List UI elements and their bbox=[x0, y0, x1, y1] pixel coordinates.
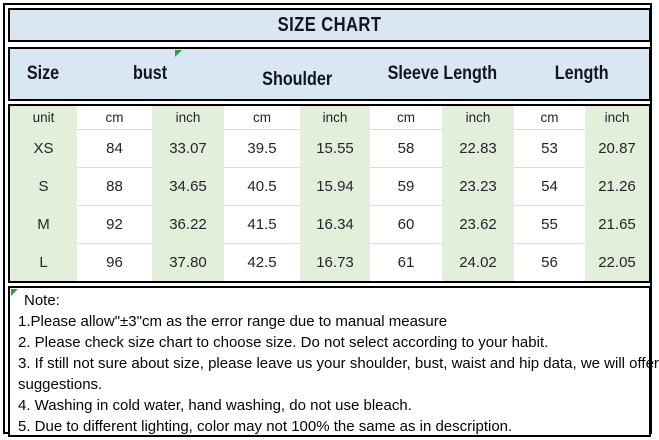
unit-cell: cm bbox=[514, 106, 585, 130]
value-cell: 39.5 bbox=[224, 129, 300, 168]
header-sleeve-length-label: Sleeve Length bbox=[387, 63, 497, 84]
value-cell: 15.94 bbox=[300, 167, 370, 206]
unit-row: unit cm inch cm inch cm inch cm inch bbox=[10, 106, 649, 130]
value-cell: 40.5 bbox=[224, 167, 300, 206]
value-cell: 84 bbox=[77, 129, 152, 168]
header-shoulder-label: Shoulder bbox=[262, 69, 332, 90]
measurements-table-box: unit cm inch cm inch cm inch cm inch XS … bbox=[8, 104, 651, 283]
header-bust-label: bust bbox=[133, 63, 168, 84]
note-line-2: 2. Please check size chart to choose siz… bbox=[18, 334, 549, 351]
header-length: Length bbox=[514, 63, 649, 85]
size-cell: XS bbox=[10, 129, 77, 168]
value-cell: 22.05 bbox=[585, 243, 649, 281]
value-cell: 58 bbox=[370, 129, 442, 168]
size-chart: SIZE CHART Size bust Shoulder Sleeve Len… bbox=[8, 8, 659, 437]
value-cell: 55 bbox=[514, 205, 585, 244]
unit-cell: cm bbox=[224, 106, 300, 130]
size-cell: S bbox=[10, 167, 77, 206]
value-cell: 60 bbox=[370, 205, 442, 244]
unit-cell: inch bbox=[300, 106, 370, 130]
measurements-table: unit cm inch cm inch cm inch cm inch XS … bbox=[10, 106, 649, 281]
cell-flag-icon bbox=[175, 50, 182, 57]
page-title: SIZE CHART bbox=[277, 13, 382, 36]
note-line-4: 4. Washing in cold water, hand washing, … bbox=[18, 397, 412, 414]
value-cell: 23.23 bbox=[442, 167, 514, 206]
unit-cell: inch bbox=[442, 106, 514, 130]
unit-cell: inch bbox=[585, 106, 649, 130]
header-length-label: Length bbox=[554, 63, 609, 84]
unit-cell: unit bbox=[10, 106, 77, 130]
size-cell: M bbox=[10, 205, 77, 244]
value-cell: 61 bbox=[370, 243, 442, 281]
value-cell: 23.62 bbox=[442, 205, 514, 244]
value-cell: 21.26 bbox=[585, 167, 649, 206]
value-cell: 96 bbox=[77, 243, 152, 281]
value-cell: 24.02 bbox=[442, 243, 514, 281]
value-cell: 16.73 bbox=[300, 243, 370, 281]
notes-label: Note: bbox=[24, 292, 60, 309]
header-shoulder: Shoulder bbox=[224, 69, 370, 91]
size-cell: L bbox=[10, 243, 77, 281]
value-cell: 56 bbox=[514, 243, 585, 281]
value-cell: 42.5 bbox=[224, 243, 300, 281]
header-sleeve-length: Sleeve Length bbox=[370, 63, 514, 85]
value-cell: 88 bbox=[77, 167, 152, 206]
note-line-5: 5. Due to different lighting, color may … bbox=[18, 418, 513, 435]
table-row-s: S 88 34.65 40.5 15.94 59 23.23 54 21.26 bbox=[10, 167, 649, 206]
value-cell: 92 bbox=[77, 205, 152, 244]
value-cell: 54 bbox=[514, 167, 585, 206]
value-cell: 37.80 bbox=[152, 243, 224, 281]
value-cell: 41.5 bbox=[224, 205, 300, 244]
note-line-1: 1.Please allow"±3"cm as the error range … bbox=[18, 313, 448, 330]
value-cell: 59 bbox=[370, 167, 442, 206]
value-cell: 33.07 bbox=[152, 129, 224, 168]
unit-cell: cm bbox=[370, 106, 442, 130]
value-cell: 20.87 bbox=[585, 129, 649, 168]
header-bust: bust bbox=[77, 63, 224, 85]
cell-flag-icon bbox=[11, 289, 18, 296]
table-row-xs: XS 84 33.07 39.5 15.55 58 22.83 53 20.87 bbox=[10, 129, 649, 168]
value-cell: 15.55 bbox=[300, 129, 370, 168]
header-size: Size bbox=[10, 63, 77, 85]
table-row-m: M 92 36.22 41.5 16.34 60 23.62 55 21.65 bbox=[10, 205, 649, 244]
value-cell: 53 bbox=[514, 129, 585, 168]
note-line-3: 3. If still not sure about size, please … bbox=[18, 355, 659, 372]
value-cell: 16.34 bbox=[300, 205, 370, 244]
notes-box: Note: 1.Please allow"±3"cm as the error … bbox=[8, 286, 659, 437]
value-cell: 22.83 bbox=[442, 129, 514, 168]
unit-cell: cm bbox=[77, 106, 152, 130]
note-line-3-cont: suggestions. bbox=[18, 376, 103, 393]
header-size-label: Size bbox=[27, 63, 60, 84]
table-row-l: L 96 37.80 42.5 16.73 61 24.02 56 22.05 bbox=[10, 243, 649, 281]
value-cell: 21.65 bbox=[585, 205, 649, 244]
value-cell: 36.22 bbox=[152, 205, 224, 244]
value-cell: 34.65 bbox=[152, 167, 224, 206]
unit-cell: inch bbox=[152, 106, 224, 130]
column-header-row: Size bust Shoulder Sleeve Length Length bbox=[8, 47, 651, 101]
title-bar: SIZE CHART bbox=[8, 8, 651, 42]
